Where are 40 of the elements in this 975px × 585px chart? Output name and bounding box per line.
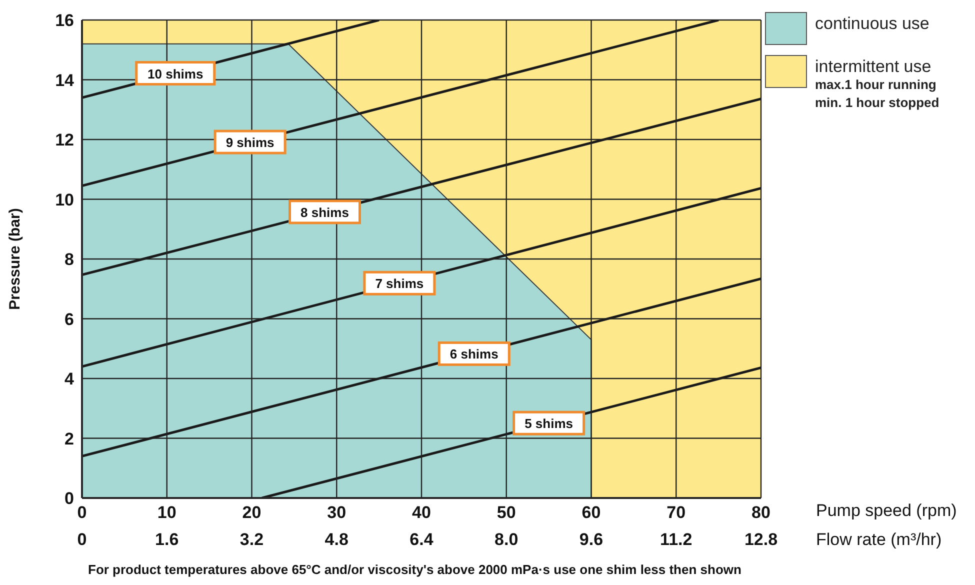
y-axis-title: Pressure (bar) xyxy=(6,208,24,310)
x2-axis-title: Flow rate (m³/hr) xyxy=(816,530,942,550)
y-tick-label: 4 xyxy=(64,370,75,389)
x-tick-label: 10 xyxy=(157,503,176,522)
x2-tick-label: 1.6 xyxy=(154,530,180,550)
series-label: 10 shims xyxy=(148,66,204,82)
series-label: 7 shims xyxy=(375,276,424,292)
x2-tick-label: 8.0 xyxy=(494,530,520,550)
text: min. 1 hour stopped xyxy=(815,94,940,112)
x2-tick-label: 3.2 xyxy=(238,530,265,550)
y-tick-label: 2 xyxy=(64,429,74,448)
text: For product temperatures above 65°C and/or viscosity's above 2000 mPa·s use one shim less then shown xyxy=(88,562,742,577)
y-tick-label: 16 xyxy=(55,11,74,30)
series-label: 5 shims xyxy=(524,416,574,432)
legend-label: continuous use xyxy=(815,14,930,34)
text: max.1 hour running xyxy=(815,76,938,94)
series-label: 6 shims xyxy=(450,346,498,362)
x-tick-label: 0 xyxy=(77,503,87,522)
series-label: 8 shims xyxy=(300,204,349,220)
x-tick-label: 80 xyxy=(752,503,770,522)
y-tick-label: 10 xyxy=(55,190,74,210)
y-tick-label: 0 xyxy=(64,489,74,508)
x2-tick-label: 11.2 xyxy=(659,530,694,550)
x2-tick-label: 9.6 xyxy=(578,530,604,550)
y-tick-label: 14 xyxy=(55,70,75,90)
x2-tick-label: 4.8 xyxy=(324,530,350,550)
x-tick-label: 50 xyxy=(496,503,516,522)
x-tick-label: 40 xyxy=(412,503,431,522)
x-axis-title: Pump speed (rpm) xyxy=(816,501,957,520)
legend-label: intermittent use xyxy=(815,57,932,77)
x-tick-label: 60 xyxy=(582,503,601,522)
y-tick-label: 8 xyxy=(64,250,74,270)
y-tick-label: 12 xyxy=(55,130,74,150)
x-tick-label: 70 xyxy=(666,503,686,522)
x-tick-label: 20 xyxy=(242,503,262,522)
x2-tick-label: 12.8 xyxy=(743,530,779,550)
x-tick-label: 30 xyxy=(327,503,346,522)
y-tick-label: 6 xyxy=(64,310,74,329)
x2-tick-label: 6.4 xyxy=(408,530,434,550)
series-label: 9 shims xyxy=(226,135,274,150)
